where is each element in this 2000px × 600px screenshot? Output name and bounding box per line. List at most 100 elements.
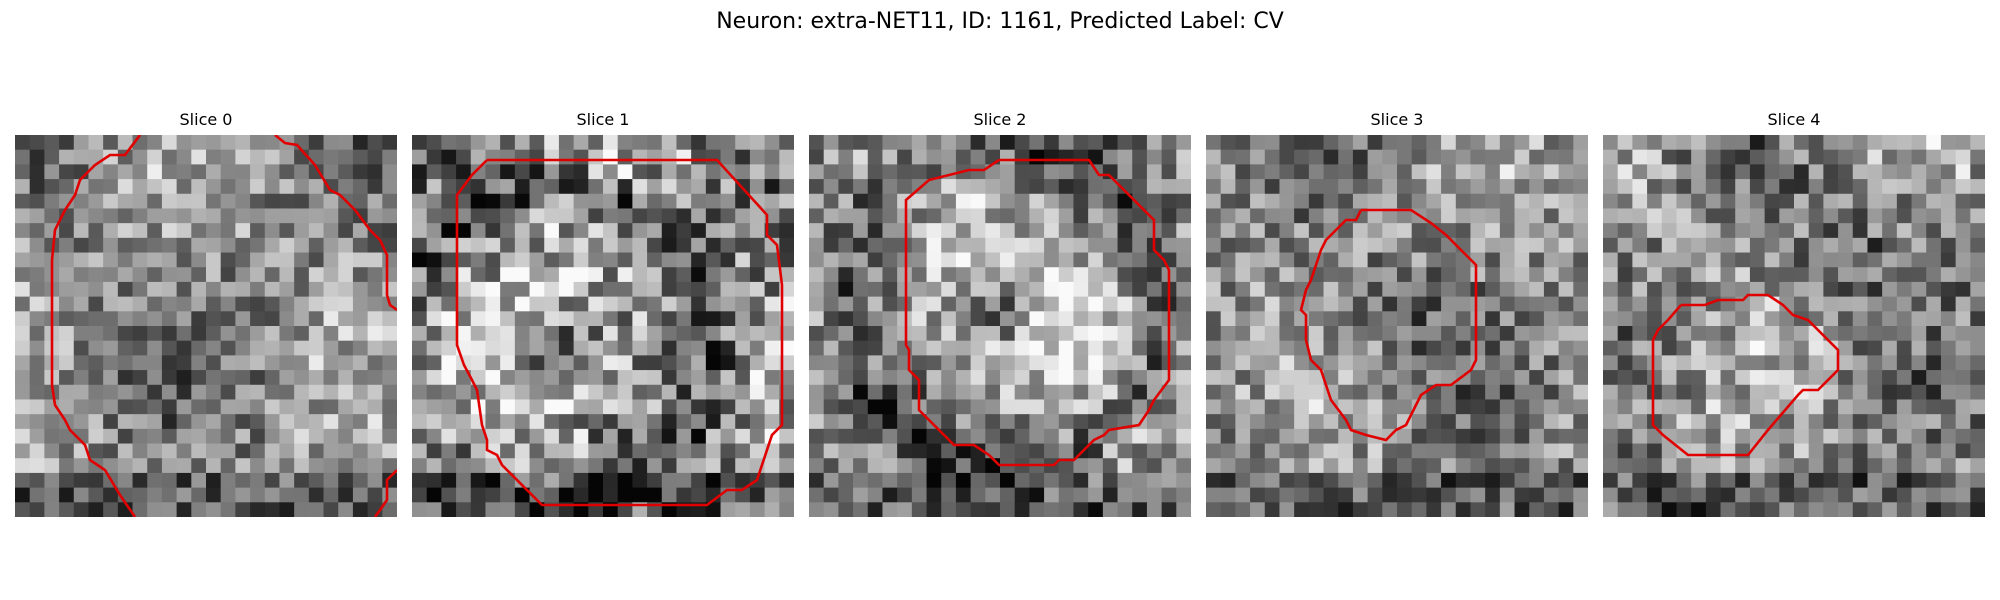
pixel-cell [897, 458, 913, 474]
pixel-cell [1617, 428, 1633, 444]
pixel-cell [500, 193, 516, 209]
pixel-cell [456, 296, 472, 312]
pixel-cell [352, 384, 369, 400]
pixel-cell [632, 326, 648, 342]
pixel-cell [1220, 340, 1236, 356]
pixel-cell [1852, 326, 1868, 342]
pixel-cell [1323, 135, 1339, 151]
pixel-cell [1823, 252, 1839, 268]
pixel-cell [103, 384, 119, 400]
pixel-cell [1705, 340, 1721, 356]
pixel-cell [1132, 179, 1148, 195]
pixel-cell [779, 149, 794, 165]
pixel-cell [132, 311, 148, 327]
pixel-cell [1749, 472, 1766, 489]
slice-image-4 [1603, 135, 1985, 517]
pixel-cell [1676, 487, 1692, 503]
pixel-cell [1470, 149, 1486, 165]
pixel-cell [1426, 237, 1442, 253]
pixel-cell [352, 428, 369, 444]
pixel-cell [970, 340, 986, 356]
pixel-cell [809, 149, 825, 165]
pixel-cell [73, 458, 89, 474]
pixel-cell [1705, 399, 1721, 415]
pixel-cell [705, 252, 721, 268]
pixel-cell [1808, 399, 1824, 415]
pixel-cell [911, 487, 927, 503]
pixel-cell [661, 223, 677, 239]
pixel-cell [1058, 428, 1074, 444]
pixel-cell [544, 164, 560, 180]
pixel-cell [838, 311, 854, 327]
pixel-cell [1529, 267, 1545, 283]
pixel-cell [1352, 384, 1369, 400]
pixel-cell [647, 428, 663, 444]
pixel-cell [1691, 384, 1707, 400]
pixel-cell [1250, 472, 1266, 489]
pixel-cell [191, 502, 207, 517]
pixel-cell [206, 340, 222, 356]
pixel-cell [1132, 428, 1148, 444]
pixel-cell [456, 502, 472, 517]
pixel-cell [544, 487, 560, 503]
pixel-cell [676, 223, 692, 239]
pixel-cell [1308, 223, 1324, 239]
pixel-cell [1779, 458, 1795, 474]
pixel-cell [1896, 237, 1912, 253]
pixel-cell [1206, 237, 1222, 253]
pixel-cell [1029, 428, 1045, 444]
pixel-cell [1911, 252, 1927, 268]
pixel-cell [308, 370, 324, 386]
pixel-cell [764, 458, 780, 474]
pixel-cell [1455, 414, 1471, 430]
pixel-cell [117, 164, 133, 180]
pixel-cell [1573, 281, 1588, 298]
pixel-cell [1382, 472, 1398, 489]
pixel-cell [1794, 487, 1810, 503]
pixel-cell [206, 458, 222, 474]
pixel-cell [1235, 193, 1251, 209]
pixel-cell [161, 267, 178, 283]
pixel-cell [1970, 193, 1985, 209]
pixel-cell [191, 193, 207, 209]
pixel-cell [647, 472, 663, 489]
pixel-cell [29, 370, 45, 386]
pixel-cell [279, 296, 295, 312]
pixel-cell [882, 399, 898, 415]
pixel-cell [73, 311, 89, 327]
pixel-cell [323, 370, 339, 386]
pixel-cell [1647, 149, 1663, 165]
pixel-cell [573, 355, 589, 371]
pixel-cell [88, 340, 104, 356]
pixel-cell [970, 208, 986, 224]
pixel-cell [691, 340, 707, 356]
pixel-cell [691, 281, 707, 298]
pixel-cell [456, 237, 472, 253]
pixel-cell [1455, 267, 1471, 283]
pixel-cell [1338, 458, 1354, 474]
pixel-cell [1132, 237, 1148, 253]
pixel-cell [749, 149, 766, 165]
pixel-cell [1661, 340, 1677, 356]
pixel-cell [206, 296, 222, 312]
pixel-cell [632, 355, 648, 371]
pixel-cell [1882, 384, 1898, 400]
pixel-cell [1088, 458, 1104, 474]
pixel-cell [338, 164, 354, 180]
pixel-cell [220, 223, 236, 239]
pixel-cell [412, 487, 428, 503]
pixel-cell [1691, 149, 1707, 165]
pixel-cell [1529, 502, 1545, 517]
pixel-cell [749, 193, 766, 209]
pixel-cell [1352, 355, 1369, 371]
pixel-cell [456, 487, 472, 503]
pixel-cell [1896, 281, 1912, 298]
pixel-cell [426, 193, 442, 209]
pixel-cell [823, 443, 839, 459]
pixel-cell [206, 208, 222, 224]
pixel-cell [1102, 370, 1118, 386]
pixel-cell [338, 487, 354, 503]
pixel-cell [1735, 193, 1751, 209]
pixel-cell [1676, 340, 1692, 356]
pixel-cell [59, 384, 75, 400]
